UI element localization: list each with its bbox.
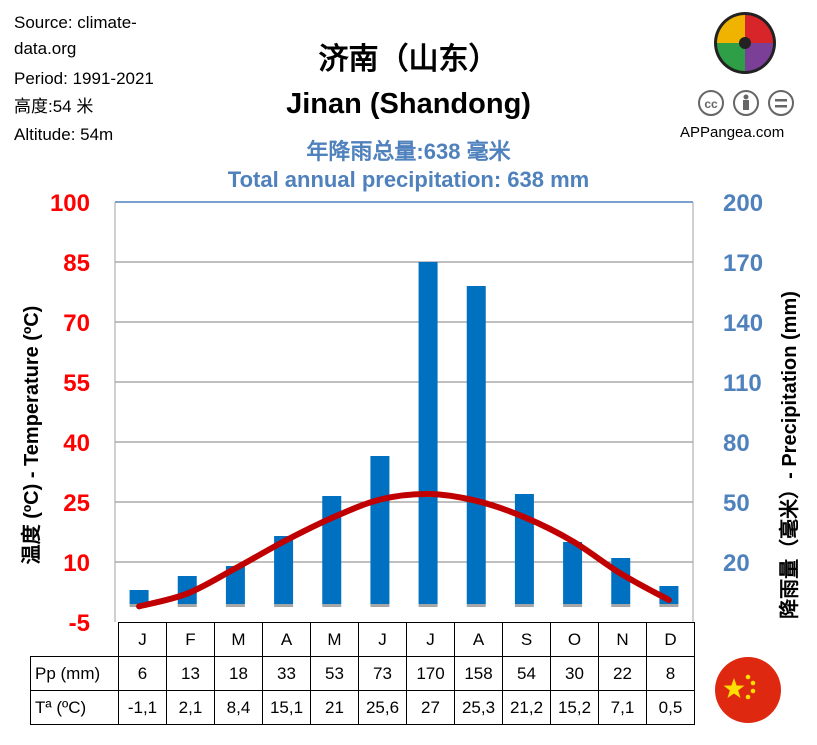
temp-cell: 27: [406, 690, 455, 725]
precip-cell: 6: [118, 656, 167, 691]
precip-bar: [418, 262, 438, 604]
month-cell: J: [118, 622, 167, 657]
temp-row: Tª (ºC) -1,1 2,1 8,4 15,1 21 25,6 27 25,3 21,2 15…: [30, 690, 695, 725]
temp-tick-label: 85: [63, 250, 90, 277]
temp-cell: 21: [310, 690, 359, 725]
month-cell: F: [166, 622, 215, 657]
precip-bar: [225, 566, 245, 604]
month-cell: M: [214, 622, 263, 657]
precip-tick-label: 170: [723, 250, 763, 277]
precip-tick-label: 50: [723, 490, 750, 517]
temp-cell: 8,4: [214, 690, 263, 725]
bar-base-marker: [274, 604, 294, 607]
month-cell: D: [646, 622, 695, 657]
altitude-en-text: Altitude: 54m: [14, 125, 114, 144]
precip-cell: 30: [550, 656, 599, 691]
bar-base-marker: [563, 604, 583, 607]
precip-cell: 18: [214, 656, 263, 691]
y-right-axis-label: 降雨量（毫米）- Precipitation (mm): [777, 291, 801, 619]
precip-cell: 13: [166, 656, 215, 691]
precip-cell: 158: [454, 656, 503, 691]
bar-base-marker: [514, 604, 534, 607]
precip-row: Pp (mm) 6 13 18 33 53 73 170 158 54 30 22 8: [30, 656, 695, 691]
precip-bar: [129, 590, 149, 604]
precip-cell: 33: [262, 656, 311, 691]
month-cell: S: [502, 622, 551, 657]
precip-bar: [611, 558, 631, 604]
precip-cell: 53: [310, 656, 359, 691]
temp-row-label: Tª (ºC): [30, 690, 119, 725]
precip-row-label: Pp (mm): [30, 656, 119, 691]
china-flag-icon: [715, 657, 781, 723]
month-cell: J: [406, 622, 455, 657]
month-cell: N: [598, 622, 647, 657]
temp-tick-label: 100: [50, 190, 90, 217]
temp-tick-label: 70: [63, 310, 90, 337]
temp-tick-label: 40: [63, 430, 90, 457]
precip-cell: 54: [502, 656, 551, 691]
month-cell: A: [262, 622, 311, 657]
precip-bar: [514, 494, 534, 604]
precip-bar: [274, 536, 294, 604]
bar-base-marker: [225, 604, 245, 607]
bar-base-marker: [466, 604, 486, 607]
temp-tick-label: 55: [63, 370, 90, 397]
month-cell: O: [550, 622, 599, 657]
period-text: Period: 1991-2021: [14, 69, 154, 88]
temp-cell: 15,1: [262, 690, 311, 725]
chart-title-en: Jinan (Shandong): [286, 88, 531, 120]
month-cell: J: [358, 622, 407, 657]
temp-tick-label: 25: [63, 490, 90, 517]
chart-title-cn: 济南（山东）: [318, 43, 499, 76]
temp-cell: 25,3: [454, 690, 503, 725]
annual-precip-cn: 年降雨总量:638 毫米: [306, 139, 511, 164]
precip-tick-label: 110: [723, 370, 762, 397]
temp-cell: 7,1: [598, 690, 647, 725]
source-text: Source: climate-data.org: [14, 13, 137, 58]
bar-base-marker: [370, 604, 390, 607]
bar-base-marker: [659, 604, 679, 607]
bar-base-marker: [322, 604, 342, 607]
temp-cell: 0,5: [646, 690, 695, 725]
temp-cell: 15,2: [550, 690, 599, 725]
precip-bar: [563, 542, 583, 604]
appangea-logo-icon: [714, 12, 776, 74]
precip-bar: [370, 456, 390, 604]
month-cell: M: [310, 622, 359, 657]
precip-tick-label: 20: [723, 550, 750, 577]
annual-precip-en: Total annual precipitation: 638 mm: [227, 167, 590, 192]
bar-base-marker: [418, 604, 438, 607]
precip-cell: 170: [406, 656, 455, 691]
precip-cell: 22: [598, 656, 647, 691]
bar-base-marker: [177, 604, 197, 607]
svg-text:cc: cc: [704, 97, 718, 111]
precip-tick-label: 80: [723, 430, 750, 457]
temperature-line: [136, 490, 672, 610]
temp-cell: 2,1: [166, 690, 215, 725]
y-left-axis-label: 温度 (ºC) - Temperature (ºC): [19, 306, 43, 565]
site-name: APPangea.com: [680, 124, 785, 141]
precip-cell: 73: [358, 656, 407, 691]
temp-cell: -1,1: [118, 690, 167, 725]
bar-base-marker: [611, 604, 631, 607]
month-cell: A: [454, 622, 503, 657]
precip-cell: 8: [646, 656, 695, 691]
temp-cell: 21,2: [502, 690, 551, 725]
temp-tick-label: 10: [63, 550, 90, 577]
altitude-cn-text: 高度:54 米: [14, 97, 94, 116]
creative-commons-icon: cc: [698, 90, 794, 116]
precip-tick-label: 200: [723, 190, 763, 217]
table-corner: [30, 622, 119, 657]
temp-cell: 25,6: [358, 690, 407, 725]
precip-bar: [466, 286, 486, 604]
precip-tick-label: 140: [723, 310, 763, 337]
